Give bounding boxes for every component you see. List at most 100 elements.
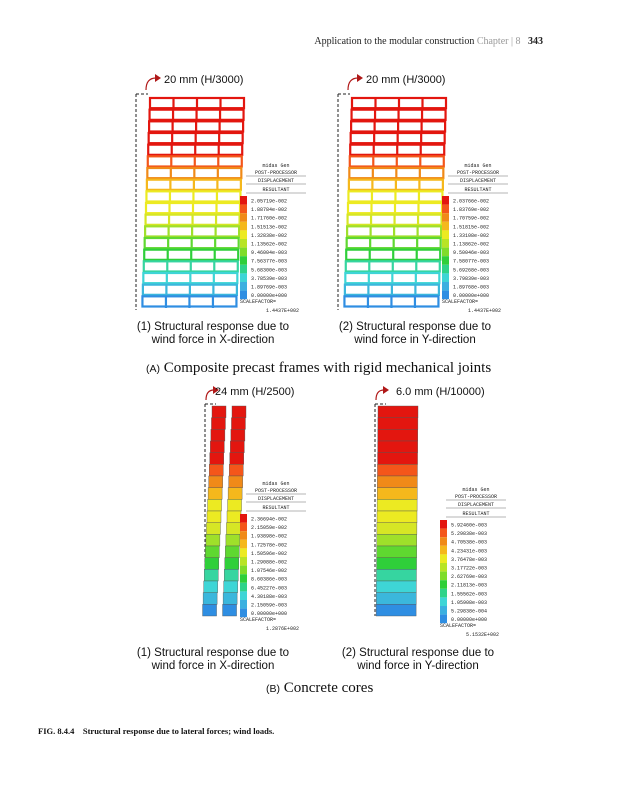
legend-value: 8.60386e-003 <box>251 577 287 583</box>
legend-swatch <box>240 608 247 618</box>
legend-swatch <box>440 528 447 538</box>
legend-swatch <box>240 565 247 575</box>
core-segment <box>209 452 224 465</box>
core-segment <box>375 604 417 617</box>
legend-swatch <box>240 273 247 282</box>
max-displacement-label: 6.0 mm (H/10000) <box>396 386 485 398</box>
core-segment <box>229 464 244 477</box>
legend-value: 5.68300e-003 <box>251 267 287 273</box>
legend-value: 1.13562e-002 <box>251 242 287 248</box>
legend-swatch <box>440 580 447 589</box>
core-segment <box>377 405 419 418</box>
legend-subtitle: POST-PROCESSOR <box>455 494 497 500</box>
core-segment <box>376 499 418 512</box>
core-segment <box>211 405 227 418</box>
legend-title: midas Gen <box>462 487 489 493</box>
legend-value: 1.13862e-002 <box>453 242 489 248</box>
core-segment <box>376 522 418 535</box>
core-segment <box>211 417 226 430</box>
legend-swatch <box>442 282 449 291</box>
legend-value: 4.70538e-003 <box>451 540 487 546</box>
subfigure-title-a: (A) Composite precast frames with rigid … <box>146 360 492 376</box>
legend-value: 1.89769e-003 <box>251 285 287 291</box>
core-model-x-direction <box>202 386 247 617</box>
legend-value: 0.00000e+000 <box>251 611 287 617</box>
legend-swatch <box>442 256 449 265</box>
deflection-arrow-icon <box>205 389 215 401</box>
legend-swatch <box>440 588 447 598</box>
legend-value: 3.76478e-003 <box>451 557 487 563</box>
core-model-y-direction <box>374 386 419 617</box>
core-segment <box>377 487 418 500</box>
core-segment <box>377 452 418 465</box>
legend-value: 4.30188e-003 <box>251 594 287 600</box>
legend-swatch <box>442 273 449 282</box>
legend-value: 1.89768e-003 <box>453 285 489 291</box>
legend-value: 1.33108e-002 <box>453 233 489 239</box>
legend-value: 1.72578e-002 <box>251 542 287 548</box>
scale-factor-label: SCALEFACTOR= <box>240 617 276 623</box>
legend-title: midas Gen <box>262 481 289 487</box>
legend-value: 1.71760e-002 <box>251 216 287 222</box>
legend-subtitle: POST-PROCESSOR <box>457 170 499 176</box>
legend-value: 2.05719e-002 <box>251 199 287 205</box>
legend-swatch <box>240 230 247 239</box>
core-segment <box>377 464 418 477</box>
legend-value: 0.00000e+000 <box>451 617 487 623</box>
core-segment <box>207 499 222 512</box>
scale-factor-value: 5.1532E+002 <box>466 632 499 638</box>
legend-value: 2.62769e-003 <box>451 574 487 580</box>
core-segment <box>376 510 418 523</box>
deflection-arrow-icon <box>347 77 359 91</box>
legend-value: 0.00000e+000 <box>251 293 287 299</box>
core-segment <box>207 487 223 500</box>
core-structure <box>375 405 419 617</box>
legend-subtitle: RESULTANT <box>262 505 289 511</box>
legend-value: 1.88784e-002 <box>251 207 287 213</box>
page-number: 343 <box>528 36 543 47</box>
core-segment <box>231 405 247 418</box>
legend-swatch <box>240 264 247 274</box>
legend-swatch <box>240 591 247 600</box>
legend-swatch <box>440 571 447 581</box>
legend-swatch <box>240 548 247 557</box>
legend-swatch <box>240 557 247 566</box>
legend-value: 9.46004e-003 <box>251 250 287 256</box>
legend-value: 1.07546e-002 <box>251 568 287 574</box>
core-segment <box>377 429 418 442</box>
legend-swatch <box>442 213 449 222</box>
legend-value: 1.05908e-003 <box>451 600 487 606</box>
scale-factor-label: SCALEFACTOR= <box>440 623 476 629</box>
legend-value: 2.15059e-002 <box>251 525 287 531</box>
core-segment <box>206 510 222 523</box>
legend-swatch <box>442 247 449 257</box>
legend-value: 1.83769e-002 <box>453 207 489 213</box>
legend-subtitle: POST-PROCESSOR <box>255 488 297 494</box>
legend-value: 1.51815e-002 <box>453 224 489 230</box>
deflection-arrow-icon <box>375 389 385 401</box>
legend-value: 5.69268e-003 <box>453 267 489 273</box>
scale-factor-label: SCALEFACTOR= <box>240 299 276 305</box>
legend-swatch <box>240 574 247 583</box>
legend-subtitle: POST-PROCESSOR <box>255 170 297 176</box>
header-title: Application to the modular construction <box>314 36 475 47</box>
legend-swatch <box>240 213 247 222</box>
legend-subtitle: RESULTANT <box>262 187 289 193</box>
frame-structure <box>343 96 448 308</box>
scale-factor-value: 1.4437E+002 <box>468 308 501 314</box>
legend-swatch <box>440 520 447 529</box>
core-segment <box>203 580 218 593</box>
legend-swatch <box>240 221 247 231</box>
frame-structure <box>141 96 246 308</box>
scale-factor-value: 1.4437E+002 <box>266 308 299 314</box>
legend-swatch <box>240 514 247 523</box>
legend-swatch <box>240 282 247 291</box>
legend-value: 4.23431e-003 <box>451 548 487 554</box>
legend-title: midas Gen <box>464 163 491 169</box>
legend-value: 5.29838e-004 <box>451 609 487 615</box>
core-segment <box>376 545 417 558</box>
core-segment <box>229 452 244 465</box>
legend-swatch <box>240 539 247 549</box>
legend-swatch <box>240 204 247 214</box>
